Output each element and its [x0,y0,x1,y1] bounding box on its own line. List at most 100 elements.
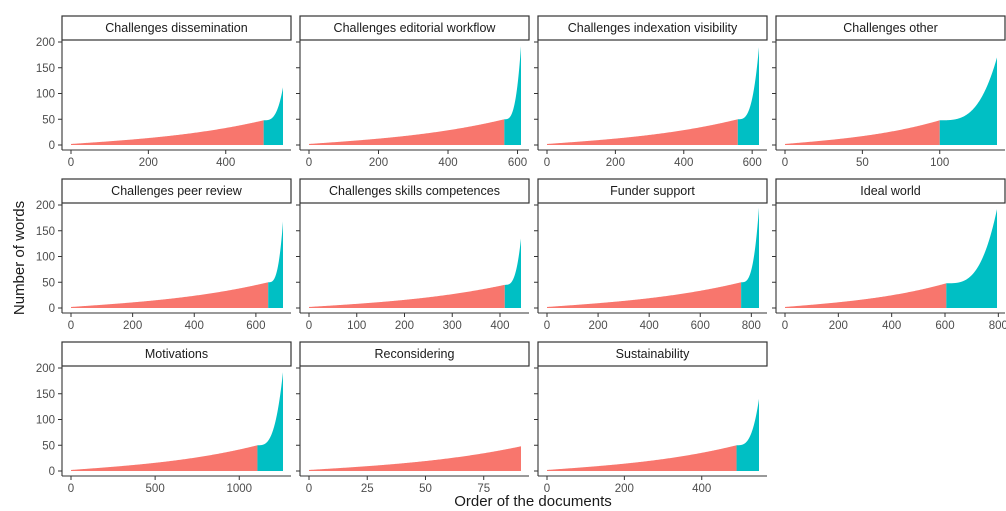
x-tick-label: 400 [674,157,693,169]
facet-strip [775,178,1006,204]
y-tick-label: 100 [36,415,55,427]
x-tick-label: 400 [692,483,711,495]
facet-strip [61,178,292,204]
facet-strip [61,341,292,367]
facet-title: Motivations [145,347,208,361]
y-tick-label: 200 [36,200,55,212]
x-tick-label: 0 [306,483,312,495]
area-above-threshold [257,372,283,471]
y-tick-label: 100 [36,89,55,101]
area-above-threshold [946,209,997,308]
x-tick-label: 0 [782,320,788,332]
x-tick-label: 200 [829,320,848,332]
x-tick-label: 0 [306,157,312,169]
facet-strip [537,341,768,367]
facet-panel: Challenges peer review 0 50 100 150 200 0 200 40… [36,178,292,332]
facet-title: Challenges peer review [111,184,243,198]
area-above-threshold [737,47,759,145]
x-tick-label: 400 [185,320,204,332]
y-tick-label: 200 [36,363,55,375]
area-below-threshold [785,283,947,308]
y-tick-label: 50 [42,277,55,289]
x-tick-label: 400 [490,320,509,332]
y-tick-label: 0 [49,466,55,478]
y-tick-label: 200 [36,37,55,49]
y-tick-label: 100 [36,252,55,264]
y-tick-label: 0 [49,303,55,315]
x-tick-label: 0 [544,483,550,495]
facet-panel: Challenges editorial workflow 0 200 400 600 [296,15,530,169]
area-below-threshold [309,446,521,471]
x-tick-label: 800 [742,320,761,332]
area-above-threshold [504,46,521,146]
x-tick-label: 500 [146,483,165,495]
area-above-threshold [741,207,759,308]
x-tick-label: 100 [930,157,949,169]
x-tick-label: 25 [361,483,374,495]
area-below-threshold [71,445,258,471]
x-tick-label: 600 [743,157,762,169]
facet-title: Reconsidering [375,347,455,361]
facet-strip [775,15,1006,41]
x-tick-label: 300 [443,320,462,332]
area-above-threshold [268,221,283,308]
facet-title: Sustainability [616,347,690,361]
area-below-threshold [71,282,269,308]
x-tick-label: 200 [588,320,607,332]
x-tick-label: 400 [640,320,659,332]
facet-title: Challenges skills competences [329,184,500,198]
x-tick-label: 800 [989,320,1006,332]
x-tick-label: 400 [216,157,235,169]
x-tick-label: 0 [782,157,788,169]
y-tick-label: 50 [42,114,55,126]
facet-strip [61,15,292,41]
area-below-threshold [547,282,742,308]
x-tick-label: 0 [68,320,74,332]
facet-title: Funder support [610,184,695,198]
facet-panels: Challenges dissemination 0 50 100 150 200 0 200… [36,15,1006,495]
facet-panel: Ideal world 0 200 400 600 800 [772,178,1006,332]
x-tick-label: 600 [935,320,954,332]
x-tick-label: 200 [606,157,625,169]
facet-panel: Funder support 0 200 400 600 800 [534,178,768,332]
x-tick-label: 600 [691,320,710,332]
y-tick-label: 0 [49,140,55,152]
x-tick-label: 200 [139,157,158,169]
y-tick-label: 150 [36,389,55,401]
area-above-threshold [736,398,759,471]
area-below-threshold [71,120,264,145]
x-tick-label: 0 [306,320,312,332]
area-above-threshold [263,87,283,145]
x-tick-label: 200 [369,157,388,169]
x-axis-title: Order of the documents [454,493,612,510]
x-tick-label: 600 [508,157,527,169]
x-tick-label: 200 [615,483,634,495]
x-tick-label: 200 [123,320,142,332]
facet-strip [537,15,768,41]
facet-strip [299,341,530,367]
facet-panel: Challenges indexation visibility 0 200 400 6… [534,15,768,169]
x-tick-label: 400 [438,157,457,169]
x-tick-label: 400 [882,320,901,332]
y-axis-title: Number of words [11,201,28,315]
x-tick-label: 100 [347,320,366,332]
x-tick-label: 0 [544,320,550,332]
x-tick-label: 0 [544,157,550,169]
facet-panel: Challenges dissemination 0 50 100 150 200 0 200… [36,15,292,169]
area-below-threshold [547,445,737,471]
y-tick-label: 50 [42,440,55,452]
x-tick-label: 600 [246,320,265,332]
facet-panel: Challenges skills competences 0 100 200 300 4… [296,178,530,332]
facet-panel: Challenges other 0 50 100 [772,15,1006,169]
x-tick-label: 50 [419,483,432,495]
area-below-threshold [785,120,940,145]
area-above-threshold [939,57,997,146]
facet-strip [299,178,530,204]
x-tick-label: 50 [856,157,869,169]
facet-panel: Motivations 0 50 100 150 200 0 500 1000 [36,341,292,495]
facet-title: Ideal world [860,184,920,198]
facet-strip [299,15,530,41]
area-above-threshold [504,238,521,308]
x-tick-label: 75 [477,483,490,495]
facet-strip [537,178,768,204]
